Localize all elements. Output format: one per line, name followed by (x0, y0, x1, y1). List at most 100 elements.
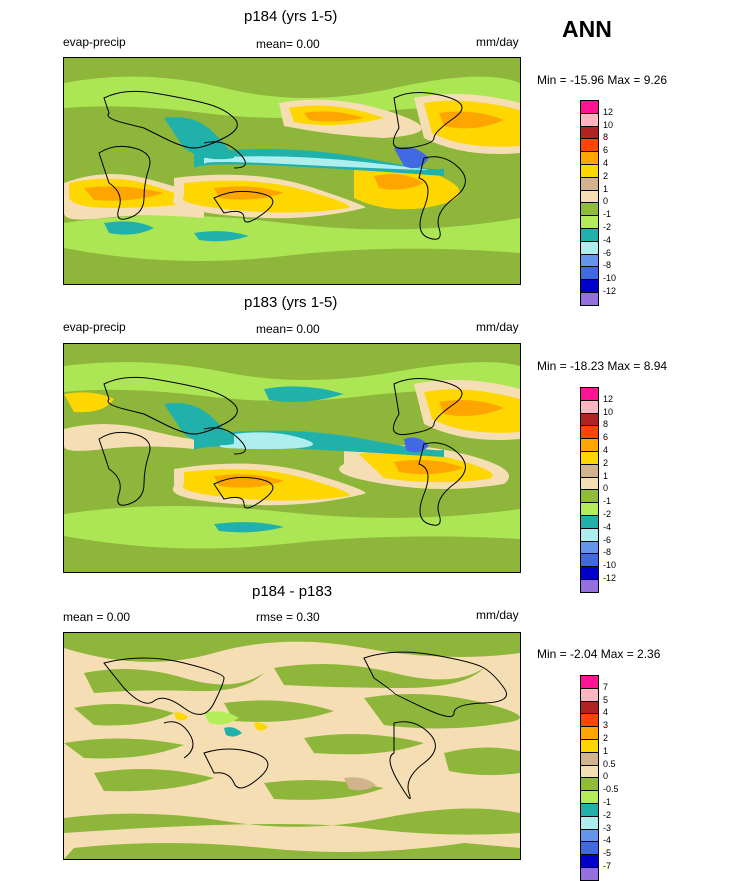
panel1-units-label: mm/day (476, 35, 519, 49)
colorbar-tick-label: 2 (603, 733, 609, 743)
panel1-map (63, 57, 521, 285)
colorbar-tick-label: -4 (603, 835, 612, 846)
colorbar-tick-label: -12 (603, 286, 617, 296)
colorbar-swatch (580, 451, 599, 465)
panel3-rmse-label: rmse = 0.30 (256, 610, 320, 624)
colorbar-swatch (580, 425, 599, 440)
colorbar-swatch (580, 399, 599, 414)
colorbar-swatch (580, 412, 599, 427)
colorbar-tick-label: -2 (603, 222, 612, 232)
colorbar-tick-label: -12 (603, 573, 617, 583)
colorbar-swatch (580, 815, 599, 830)
colorbar-tick-label: 3 (603, 720, 609, 731)
colorbar-swatch (580, 189, 599, 204)
panel2-title: p183 (yrs 1-5) (244, 294, 338, 311)
colorbar-tick-label: 4 (603, 707, 609, 718)
colorbar-tick-label: 8 (603, 419, 609, 430)
colorbar-tick-label: 12 (603, 106, 614, 117)
colorbar-swatch (580, 803, 599, 817)
colorbar-tick-label: -6 (603, 534, 612, 545)
panel3-mean-label: mean = 0.00 (63, 610, 131, 624)
colorbar-tick-label: -6 (603, 247, 612, 258)
colorbar-swatch (580, 502, 599, 516)
colorbar-tick-label: 6 (603, 432, 609, 443)
colorbar-swatch (580, 867, 599, 881)
colorbar-swatch (580, 164, 599, 178)
colorbar-swatch (580, 739, 599, 753)
colorbar-tick-label: 6 (603, 145, 609, 156)
colorbar-tick-label: 2 (603, 457, 609, 468)
colorbar-tick-label: -2 (603, 809, 612, 820)
colorbar-swatch (580, 700, 599, 715)
colorbar-swatch (580, 687, 599, 702)
colorbar-swatch (580, 266, 599, 281)
colorbar-swatch (580, 489, 599, 504)
colorbar-tick-label: 4 (603, 158, 609, 168)
panel3-minmax-label: Min = -2.04 Max = 2.36 (537, 647, 661, 661)
colorbar-tick-label: -5 (603, 848, 612, 859)
colorbar-tick-label: -10 (603, 273, 617, 284)
colorbar-swatch (580, 253, 599, 268)
panel1-mean-label: mean= 0.00 (256, 37, 320, 51)
colorbar-tick-label: 4 (603, 445, 609, 455)
panel2-mean-label: mean= 0.00 (256, 322, 320, 336)
colorbar-swatch (580, 540, 599, 555)
colorbar-swatch (580, 240, 599, 255)
colorbar-swatch (580, 790, 599, 804)
panel1-variable-label: evap-precip (63, 35, 126, 49)
colorbar-tick-label: 1 (603, 470, 609, 481)
colorbar-swatch (580, 764, 599, 779)
colorbar-swatch (580, 279, 599, 293)
colorbar-tick-label: 0 (603, 196, 609, 207)
panel3-map (63, 632, 521, 860)
colorbar-tick-label: 7 (603, 681, 609, 692)
colorbar-tick-label: -0.5 (603, 784, 619, 795)
colorbar-swatch (580, 828, 599, 843)
colorbar-swatch (580, 579, 599, 593)
colorbar-swatch (580, 675, 599, 689)
colorbar-swatch (580, 138, 599, 153)
panel3-units-label: mm/day (476, 608, 519, 622)
colorbar-swatch (580, 553, 599, 568)
season-label: ANN (562, 16, 612, 42)
colorbar-tick-label: -1 (603, 797, 612, 807)
colorbar-swatch (580, 292, 599, 306)
colorbar-swatch (580, 151, 599, 165)
colorbar-tick-label: 5 (603, 694, 609, 705)
colorbar-swatch (580, 751, 599, 766)
panel1-title: p184 (yrs 1-5) (244, 8, 338, 25)
colorbar-swatch (580, 515, 599, 529)
colorbar-tick-label: 0.5 (603, 758, 616, 769)
colorbar-swatch (580, 566, 599, 580)
colorbar-swatch (580, 100, 599, 114)
colorbar-swatch (580, 125, 599, 140)
panel2-minmax-label: Min = -18.23 Max = 8.94 (537, 359, 668, 373)
colorbar-tick-label: -7 (603, 861, 612, 871)
colorbar-tick-label: 8 (603, 132, 609, 143)
colorbar-tick-label: -2 (603, 509, 612, 519)
panel2-units-label: mm/day (476, 320, 519, 334)
colorbar-swatch (580, 777, 599, 792)
colorbar-tick-label: -4 (603, 521, 612, 532)
colorbar-swatch (580, 202, 599, 217)
colorbar-swatch (580, 215, 599, 229)
colorbar-tick-label: -1 (603, 496, 612, 507)
colorbar-tick-label: -8 (603, 547, 612, 558)
colorbar-swatch (580, 476, 599, 491)
colorbar-tick-label: -10 (603, 560, 617, 571)
colorbar-tick-label: 2 (603, 170, 609, 181)
panel3-title: p184 - p183 (252, 583, 333, 600)
colorbar-swatch (580, 854, 599, 868)
colorbar-tick-label: -4 (603, 234, 612, 245)
colorbar-tick-label: 1 (603, 745, 609, 756)
colorbar-tick-label: 10 (603, 406, 614, 417)
colorbar-tick-label: -8 (603, 260, 612, 271)
colorbar-tick-label: 10 (603, 119, 614, 130)
colorbar-swatch (580, 463, 599, 478)
colorbar-tick-label: -3 (603, 822, 612, 833)
panel2-variable-label: evap-precip (63, 320, 126, 334)
panel2-map (63, 343, 521, 573)
colorbar-tick-label: 12 (603, 393, 614, 404)
colorbar-tick-label: 0 (603, 483, 609, 494)
colorbar-swatch (580, 726, 599, 740)
